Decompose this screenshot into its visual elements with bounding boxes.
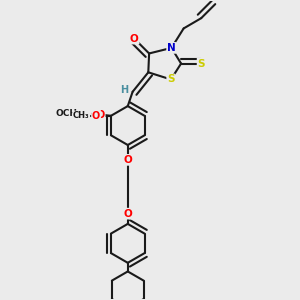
Text: S: S [167, 74, 175, 85]
Text: CH₃: CH₃ [73, 111, 89, 120]
Text: O: O [123, 208, 132, 219]
Text: S: S [198, 58, 205, 68]
Text: O: O [123, 155, 132, 165]
Text: OCH₃: OCH₃ [56, 109, 82, 118]
Text: O: O [92, 111, 100, 121]
Text: O: O [97, 110, 105, 120]
Text: H: H [120, 85, 128, 94]
Text: N: N [167, 43, 176, 53]
Text: O: O [130, 34, 139, 44]
